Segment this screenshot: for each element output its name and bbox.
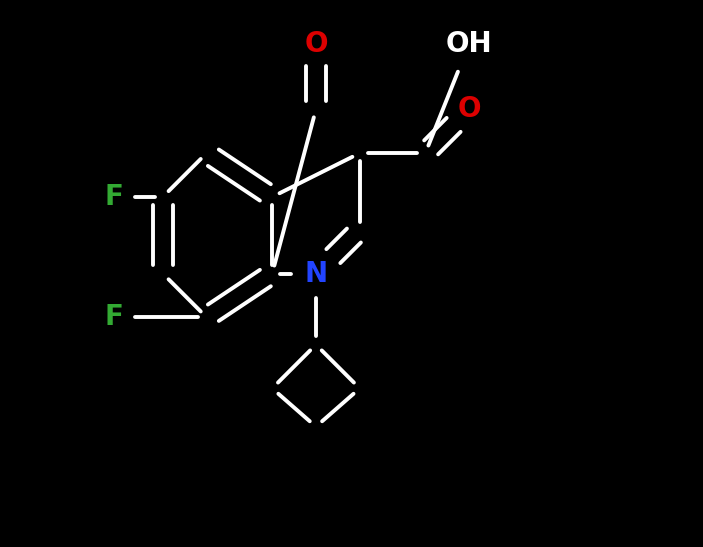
Text: O: O: [304, 30, 328, 58]
Text: O: O: [458, 95, 481, 124]
Text: F: F: [104, 183, 123, 211]
Text: N: N: [304, 259, 328, 288]
Text: F: F: [104, 303, 123, 331]
Text: OH: OH: [446, 30, 492, 58]
